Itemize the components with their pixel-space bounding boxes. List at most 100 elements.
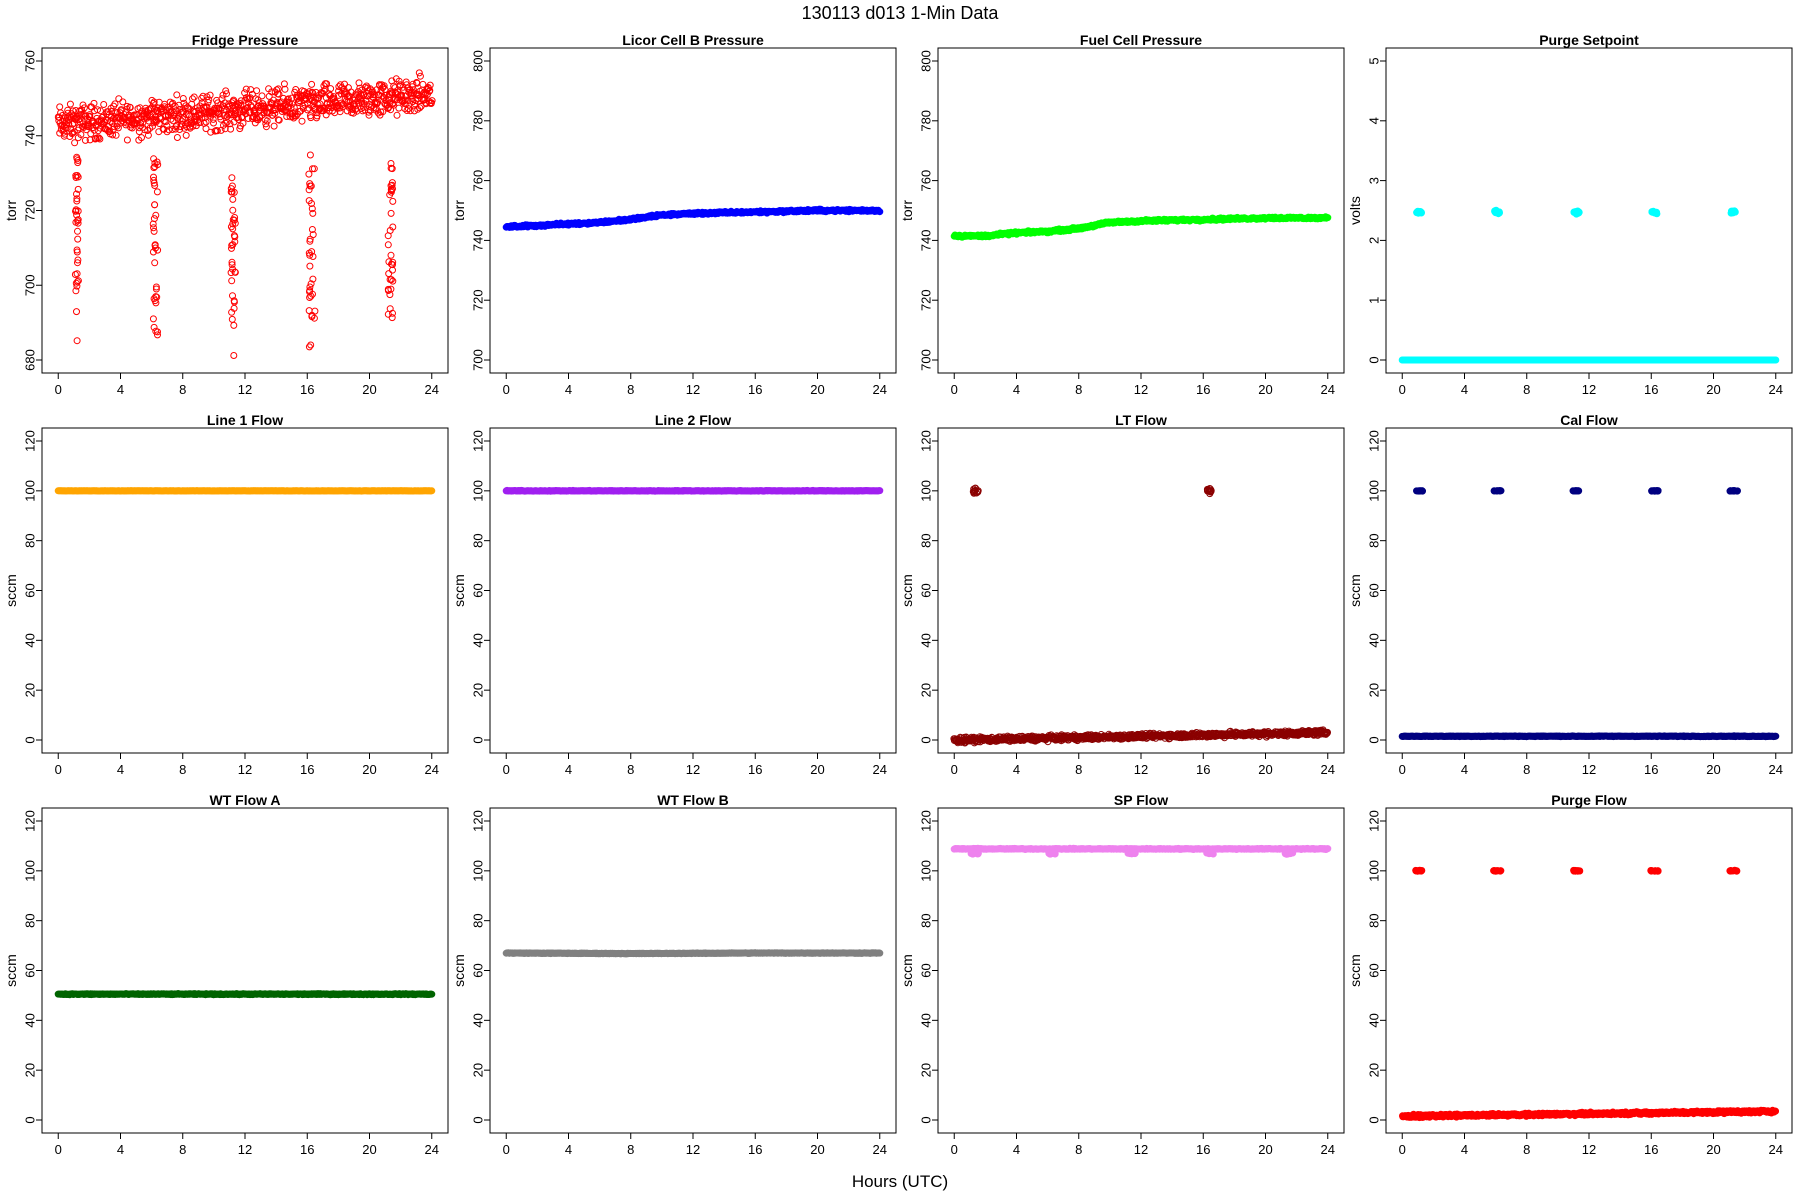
data-point	[190, 93, 198, 101]
data-point	[1651, 209, 1659, 217]
data-point	[77, 131, 85, 138]
data-point	[144, 111, 152, 119]
x-axis: 0 4 8 12 16 20 24	[503, 372, 887, 397]
data-point	[213, 127, 221, 135]
data-point	[395, 77, 403, 85]
x-tick-label: 0	[951, 382, 958, 397]
x-axis: 0 4 8 12 16 20 24	[1399, 752, 1783, 777]
data-point	[284, 95, 292, 103]
data-point	[393, 111, 401, 119]
data-point	[123, 136, 131, 144]
data-point	[179, 95, 187, 102]
data-point	[80, 104, 88, 112]
data-point	[69, 107, 77, 115]
x-tick-label: 16	[748, 762, 762, 777]
data-point	[268, 100, 276, 108]
data-point	[387, 209, 395, 217]
data-point	[69, 129, 77, 137]
data-point	[221, 125, 229, 133]
data-point	[229, 206, 237, 214]
data-point	[150, 227, 158, 235]
data-point	[150, 323, 158, 331]
data-point	[327, 85, 335, 93]
data-point	[388, 314, 396, 322]
data-point	[73, 190, 80, 198]
x-tick-label: 4	[1013, 382, 1020, 397]
data-point	[173, 91, 181, 99]
y-tick-label: 800	[919, 50, 934, 72]
data-point	[246, 94, 254, 102]
y-tick-label: 40	[471, 633, 486, 647]
data-point	[387, 188, 395, 196]
data-point	[415, 69, 423, 77]
data-point	[199, 92, 207, 100]
data-point	[229, 220, 237, 228]
data-point	[224, 103, 232, 111]
data-point	[323, 99, 331, 107]
y-tick-label: 60	[919, 583, 934, 597]
x-tick-label: 24	[1321, 382, 1335, 397]
data-point	[341, 80, 348, 88]
data-point	[409, 98, 417, 106]
data-point	[111, 100, 119, 108]
x-tick-label: 12	[1582, 762, 1596, 777]
data-point	[152, 299, 160, 307]
data-point	[304, 106, 311, 114]
data-point	[228, 315, 236, 323]
x-axis-label: Hours (UTC)	[852, 1172, 948, 1191]
data-point	[179, 115, 187, 123]
x-tick-label: 20	[1706, 382, 1720, 397]
data-point	[281, 85, 289, 93]
data-point	[152, 285, 160, 293]
y-tick-label: 5	[1367, 57, 1382, 64]
data-point	[419, 80, 427, 88]
x-tick-label: 8	[627, 382, 634, 397]
data-point	[149, 122, 156, 130]
data-point	[237, 101, 245, 109]
x-axis: 0 4 8 12 16 20 24	[503, 752, 887, 777]
plot-frame	[1385, 427, 1793, 754]
y-tick-label: 2	[1367, 237, 1382, 244]
y-tick-label: 740	[471, 230, 486, 252]
y-tick-label: 0	[23, 736, 38, 743]
data-point	[126, 104, 134, 111]
data-point	[209, 115, 217, 123]
y-tick-label: 120	[1367, 430, 1382, 452]
data-point	[147, 104, 155, 112]
x-tick-label: 4	[565, 382, 572, 397]
data-point	[1575, 209, 1583, 217]
data-point	[306, 237, 314, 245]
data-point	[96, 135, 104, 143]
data-point	[309, 89, 317, 97]
data-point	[74, 227, 81, 235]
data-point	[374, 98, 382, 106]
data-point	[73, 282, 81, 290]
x-tick-label: 24	[425, 762, 439, 777]
data-point	[386, 227, 394, 234]
data-point	[400, 97, 408, 105]
x-tick-label: 8	[627, 762, 634, 777]
plot-frame	[41, 427, 449, 754]
data-point	[382, 91, 390, 99]
data-point	[308, 80, 316, 88]
data-points	[54, 487, 436, 495]
data-point	[150, 176, 158, 184]
data-point	[115, 95, 123, 103]
data-point	[309, 253, 317, 260]
x-tick-label: 24	[873, 382, 887, 397]
data-point	[263, 117, 271, 125]
data-point	[173, 134, 181, 141]
data-point	[222, 119, 230, 127]
y-axis-label: sccm	[1347, 574, 1363, 607]
y-tick-label: 40	[1367, 633, 1382, 647]
data-point	[144, 127, 152, 134]
data-point	[305, 343, 313, 351]
data-point	[73, 197, 81, 205]
x-tick-label: 12	[1134, 762, 1148, 777]
data-point	[86, 111, 94, 119]
data-point	[275, 116, 283, 124]
